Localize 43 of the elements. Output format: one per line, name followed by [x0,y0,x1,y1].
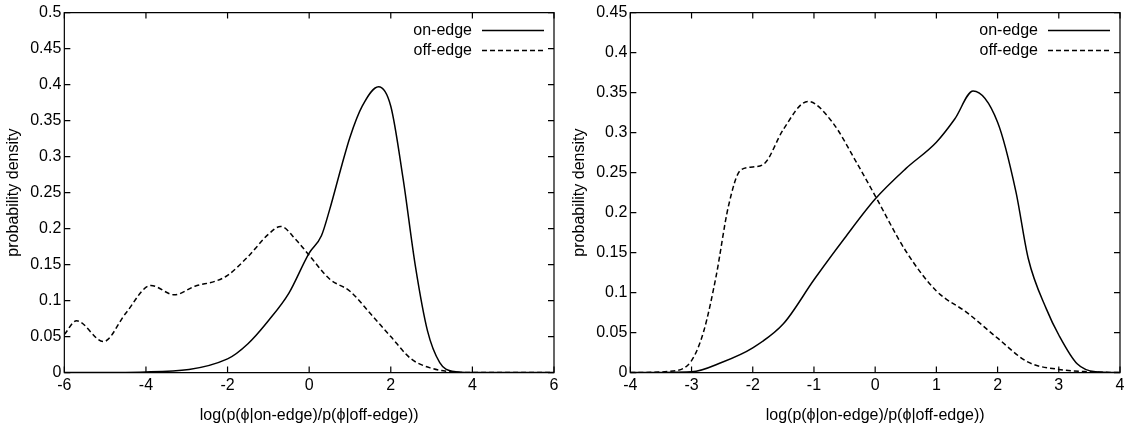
y-tick-label: 0.05 [596,323,628,341]
x-tick-label: 0 [870,375,880,393]
y-tick-label: 0 [618,363,628,381]
x-tick-label: -2 [220,375,235,393]
y-axis-title: probability density [4,128,22,257]
y-tick-label: 0.35 [596,83,628,101]
x-tick-label: -4 [138,375,154,393]
legend-label: off-edge [413,41,473,59]
x-tick-label: 2 [386,375,396,393]
x-tick-label: -2 [745,375,760,393]
x-axis-title: log(p(ϕ|on-edge)/p(ϕ|off-edge)) [765,405,985,423]
y-tick-label: 0.1 [39,291,62,309]
x-axis-title: log(p(ϕ|on-edge)/p(ϕ|off-edge)) [199,405,419,423]
y-tick-label: 0.2 [605,203,628,221]
y-tick-label: 0.25 [596,163,628,181]
y-axis-title: probability density [570,128,588,257]
y-tick-label: 0.45 [596,3,628,21]
x-tick-label: 0 [304,375,314,393]
y-tick-label: 0.05 [30,327,62,345]
y-tick-label: 0.25 [30,183,62,201]
y-tick-label: 0.15 [30,255,62,273]
y-tick-label: 0.35 [30,111,62,129]
y-tick-label: 0.4 [605,43,628,61]
legend-label: on-edge [979,21,1039,39]
x-tick-label: 4 [1115,375,1125,393]
legend-label: on-edge [413,21,473,39]
y-tick-label: 0.1 [605,283,628,301]
x-tick-label: -1 [806,375,822,393]
x-tick-label: 2 [993,375,1003,393]
x-tick-label: -3 [684,375,699,393]
y-tick-label: 0.3 [39,147,62,165]
x-tick-label: 4 [467,375,477,393]
y-tick-label: 0.3 [605,123,628,141]
y-tick-label: 0.45 [30,39,62,57]
x-tick-label: 3 [1054,375,1064,393]
y-tick-label: 0 [52,363,62,381]
x-tick-label: 1 [931,375,941,393]
y-tick-label: 0.4 [39,75,62,93]
y-tick-label: 0.15 [596,243,628,261]
x-tick-label: 6 [549,375,559,393]
y-tick-label: 0.5 [39,3,62,21]
y-tick-label: 0.2 [39,219,62,237]
legend-label: off-edge [979,41,1039,59]
